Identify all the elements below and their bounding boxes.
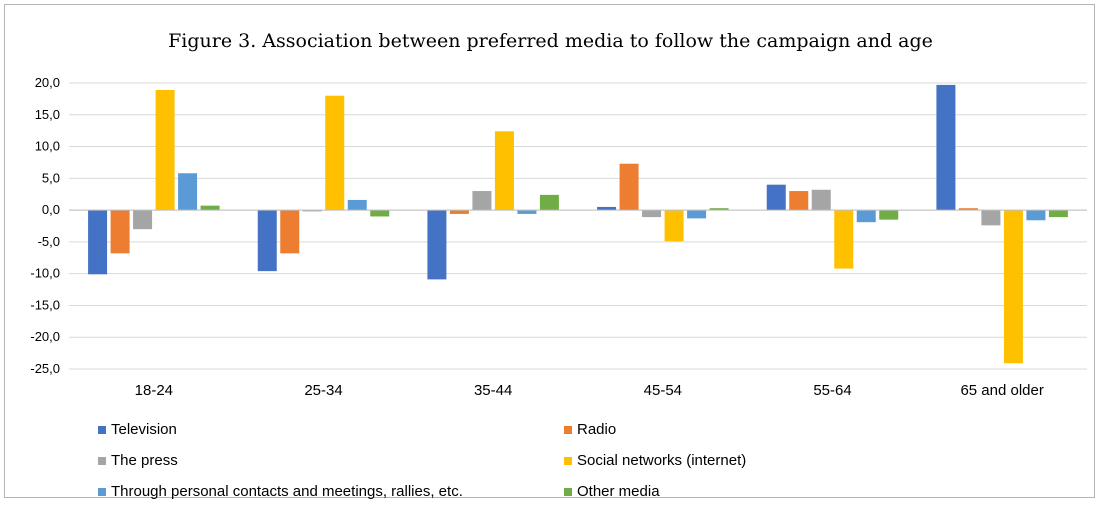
legend-swatch bbox=[98, 487, 106, 496]
legend-swatch bbox=[564, 425, 572, 434]
legend-item: Radio bbox=[564, 414, 858, 445]
bar bbox=[879, 210, 899, 220]
bar bbox=[1003, 210, 1023, 364]
bar bbox=[642, 210, 662, 218]
bar bbox=[472, 191, 492, 211]
bar bbox=[834, 210, 854, 269]
x-category-label: 25-34 bbox=[304, 382, 342, 399]
legend-swatch bbox=[98, 425, 106, 434]
legend-swatch bbox=[564, 487, 572, 496]
legend-label: Social networks (internet) bbox=[577, 452, 747, 469]
bar bbox=[539, 194, 559, 211]
bar bbox=[110, 210, 130, 254]
bar bbox=[981, 210, 1001, 226]
bar bbox=[619, 163, 639, 211]
chart-title: Figure 3. Association between preferred … bbox=[168, 30, 933, 52]
bar bbox=[687, 210, 707, 219]
bar bbox=[257, 210, 277, 272]
bar bbox=[178, 173, 198, 211]
y-tick-label: -10,0 bbox=[30, 266, 60, 281]
y-tick-label: -5,0 bbox=[38, 234, 60, 249]
x-category-label: 18-24 bbox=[135, 382, 173, 399]
legend-label: Other media bbox=[577, 483, 660, 500]
bar bbox=[427, 210, 447, 280]
bar bbox=[494, 131, 514, 211]
legend-item: Social networks (internet) bbox=[564, 445, 858, 476]
bar bbox=[200, 205, 220, 211]
y-tick-label: -25,0 bbox=[30, 361, 60, 376]
y-tick-label: 20,0 bbox=[35, 75, 60, 90]
y-tick-label: -15,0 bbox=[30, 297, 60, 312]
chart-frame bbox=[4, 4, 1095, 498]
bar bbox=[789, 191, 809, 211]
bar bbox=[449, 210, 469, 214]
x-category-label: 45-54 bbox=[644, 382, 682, 399]
legend-swatch bbox=[98, 456, 106, 465]
legend-item: Through personal contacts and meetings, … bbox=[98, 476, 564, 507]
legend-label: Through personal contacts and meetings, … bbox=[111, 483, 463, 500]
bar bbox=[664, 210, 684, 242]
bar bbox=[88, 210, 108, 275]
bar bbox=[1026, 210, 1046, 221]
bar bbox=[709, 208, 729, 211]
bars bbox=[88, 84, 1068, 364]
bar bbox=[936, 84, 956, 211]
bar bbox=[133, 210, 153, 230]
legend-label: The press bbox=[111, 452, 178, 469]
bar bbox=[517, 210, 537, 214]
y-tick-label: 0,0 bbox=[42, 202, 60, 217]
bar bbox=[325, 95, 345, 211]
legend-item: The press bbox=[98, 445, 564, 476]
legend-label: Television bbox=[111, 421, 177, 438]
legend: Television Radio The press Social networks … bbox=[98, 414, 858, 507]
y-axis-tick-labels: 20,0 15,0 10,0 5,0 0,0 -5,0 -10,0 -15,0 -20,0 -25… bbox=[30, 75, 60, 376]
x-category-label: 35-44 bbox=[474, 382, 512, 399]
bar bbox=[347, 199, 367, 211]
y-tick-label: 5,0 bbox=[42, 170, 60, 185]
legend-swatch bbox=[564, 456, 572, 465]
gridlines bbox=[69, 82, 1087, 370]
legend-label: Radio bbox=[577, 421, 617, 438]
y-tick-label: 10,0 bbox=[35, 139, 60, 154]
legend-item: Television bbox=[98, 414, 564, 445]
bar bbox=[1048, 210, 1068, 218]
bar bbox=[958, 208, 978, 211]
legend-item: Other media bbox=[564, 476, 858, 507]
x-axis-category-labels: 18-24 25-34 35-44 45-54 55-64 65 and older bbox=[135, 382, 1044, 399]
bar bbox=[370, 210, 390, 217]
y-tick-label: 15,0 bbox=[35, 107, 60, 122]
bar bbox=[155, 89, 175, 211]
bar bbox=[597, 206, 617, 211]
bar bbox=[280, 210, 300, 254]
bar bbox=[302, 210, 322, 212]
y-tick-label: -20,0 bbox=[30, 329, 60, 344]
bar bbox=[856, 210, 876, 223]
bar bbox=[811, 189, 831, 211]
x-category-label: 65 and older bbox=[960, 382, 1043, 399]
bar bbox=[766, 184, 786, 211]
x-category-label: 55-64 bbox=[813, 382, 851, 399]
